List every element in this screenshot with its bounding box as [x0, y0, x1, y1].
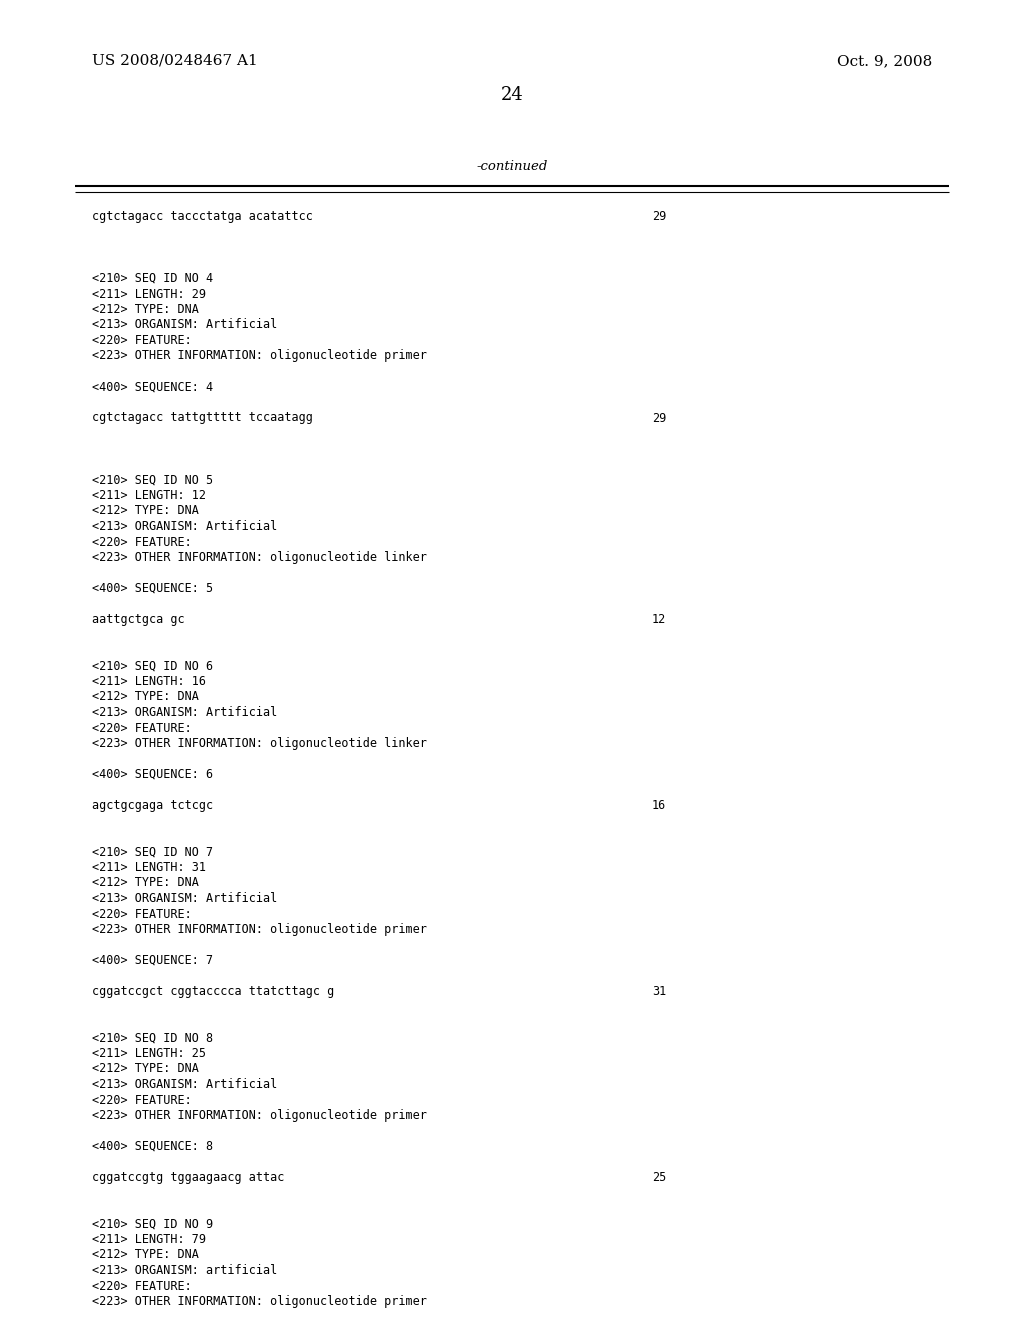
Text: <400> SEQUENCE: 5: <400> SEQUENCE: 5 [92, 582, 213, 595]
Text: cgtctagacc tattgttttt tccaatagg: cgtctagacc tattgttttt tccaatagg [92, 412, 313, 425]
Text: 29: 29 [652, 412, 667, 425]
Text: 24: 24 [501, 86, 523, 104]
Text: <210> SEQ ID NO 6: <210> SEQ ID NO 6 [92, 660, 213, 672]
Text: <400> SEQUENCE: 6: <400> SEQUENCE: 6 [92, 768, 213, 781]
Text: <212> TYPE: DNA: <212> TYPE: DNA [92, 1249, 199, 1262]
Text: <220> FEATURE:: <220> FEATURE: [92, 1093, 191, 1106]
Text: <400> SEQUENCE: 4: <400> SEQUENCE: 4 [92, 380, 213, 393]
Text: US 2008/0248467 A1: US 2008/0248467 A1 [92, 54, 258, 69]
Text: <220> FEATURE:: <220> FEATURE: [92, 1279, 191, 1292]
Text: agctgcgaga tctcgc: agctgcgaga tctcgc [92, 799, 213, 812]
Text: <212> TYPE: DNA: <212> TYPE: DNA [92, 1063, 199, 1076]
Text: <210> SEQ ID NO 4: <210> SEQ ID NO 4 [92, 272, 213, 285]
Text: <211> LENGTH: 31: <211> LENGTH: 31 [92, 861, 206, 874]
Text: Oct. 9, 2008: Oct. 9, 2008 [837, 54, 932, 69]
Text: <212> TYPE: DNA: <212> TYPE: DNA [92, 304, 199, 315]
Text: <212> TYPE: DNA: <212> TYPE: DNA [92, 876, 199, 890]
Text: <213> ORGANISM: Artificial: <213> ORGANISM: Artificial [92, 1078, 278, 1092]
Text: <210> SEQ ID NO 9: <210> SEQ ID NO 9 [92, 1217, 213, 1230]
Text: <211> LENGTH: 12: <211> LENGTH: 12 [92, 488, 206, 502]
Text: <210> SEQ ID NO 7: <210> SEQ ID NO 7 [92, 846, 213, 858]
Text: <400> SEQUENCE: 7: <400> SEQUENCE: 7 [92, 954, 213, 968]
Text: <210> SEQ ID NO 5: <210> SEQ ID NO 5 [92, 474, 213, 487]
Text: aattgctgca gc: aattgctgca gc [92, 612, 184, 626]
Text: cgtctagacc taccctatga acatattcc: cgtctagacc taccctatga acatattcc [92, 210, 313, 223]
Text: cggatccgtg tggaagaacg attac: cggatccgtg tggaagaacg attac [92, 1171, 285, 1184]
Text: <212> TYPE: DNA: <212> TYPE: DNA [92, 504, 199, 517]
Text: <213> ORGANISM: Artificial: <213> ORGANISM: Artificial [92, 706, 278, 719]
Text: <400> SEQUENCE: 8: <400> SEQUENCE: 8 [92, 1140, 213, 1152]
Text: <213> ORGANISM: artificial: <213> ORGANISM: artificial [92, 1265, 278, 1276]
Text: 25: 25 [652, 1171, 667, 1184]
Text: <223> OTHER INFORMATION: oligonucleotide primer: <223> OTHER INFORMATION: oligonucleotide… [92, 923, 427, 936]
Text: <213> ORGANISM: Artificial: <213> ORGANISM: Artificial [92, 520, 278, 533]
Text: <211> LENGTH: 29: <211> LENGTH: 29 [92, 288, 206, 301]
Text: <211> LENGTH: 16: <211> LENGTH: 16 [92, 675, 206, 688]
Text: <213> ORGANISM: Artificial: <213> ORGANISM: Artificial [92, 318, 278, 331]
Text: <220> FEATURE:: <220> FEATURE: [92, 334, 191, 347]
Text: cggatccgct cggtacccca ttatcttagc g: cggatccgct cggtacccca ttatcttagc g [92, 985, 334, 998]
Text: <220> FEATURE:: <220> FEATURE: [92, 536, 191, 549]
Text: <211> LENGTH: 25: <211> LENGTH: 25 [92, 1047, 206, 1060]
Text: <223> OTHER INFORMATION: oligonucleotide primer: <223> OTHER INFORMATION: oligonucleotide… [92, 350, 427, 363]
Text: <212> TYPE: DNA: <212> TYPE: DNA [92, 690, 199, 704]
Text: -continued: -continued [476, 160, 548, 173]
Text: <211> LENGTH: 79: <211> LENGTH: 79 [92, 1233, 206, 1246]
Text: <210> SEQ ID NO 8: <210> SEQ ID NO 8 [92, 1031, 213, 1044]
Text: 12: 12 [652, 612, 667, 626]
Text: <220> FEATURE:: <220> FEATURE: [92, 908, 191, 920]
Text: 29: 29 [652, 210, 667, 223]
Text: <213> ORGANISM: Artificial: <213> ORGANISM: Artificial [92, 892, 278, 906]
Text: <223> OTHER INFORMATION: oligonucleotide linker: <223> OTHER INFORMATION: oligonucleotide… [92, 550, 427, 564]
Text: 31: 31 [652, 985, 667, 998]
Text: <223> OTHER INFORMATION: oligonucleotide primer: <223> OTHER INFORMATION: oligonucleotide… [92, 1295, 427, 1308]
Text: <223> OTHER INFORMATION: oligonucleotide primer: <223> OTHER INFORMATION: oligonucleotide… [92, 1109, 427, 1122]
Text: <220> FEATURE:: <220> FEATURE: [92, 722, 191, 734]
Text: 16: 16 [652, 799, 667, 812]
Text: <223> OTHER INFORMATION: oligonucleotide linker: <223> OTHER INFORMATION: oligonucleotide… [92, 737, 427, 750]
